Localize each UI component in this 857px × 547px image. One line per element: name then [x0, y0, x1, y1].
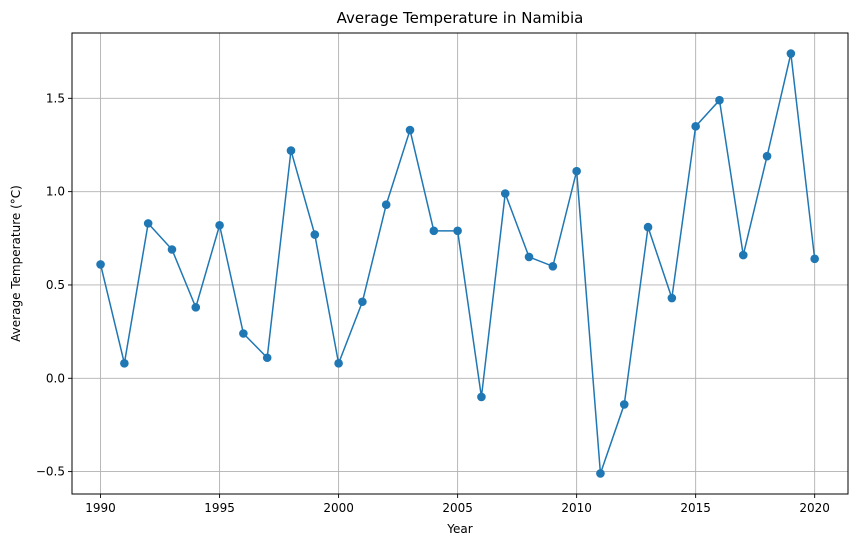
y-axis-label: Average Temperature (°C)	[9, 185, 23, 342]
data-point	[429, 226, 439, 236]
data-point	[762, 151, 772, 161]
y-tick-label: 1.0	[46, 185, 65, 199]
grid	[72, 33, 848, 494]
data-point	[334, 359, 343, 368]
data-point	[619, 400, 629, 409]
x-tick-label: 1990	[85, 501, 116, 515]
x-tick-label: 2020	[799, 501, 830, 515]
data-point	[405, 125, 415, 135]
data-point	[381, 200, 391, 210]
data-point	[643, 222, 653, 232]
data-point	[715, 95, 724, 105]
data-point	[786, 49, 796, 58]
data-point	[524, 252, 534, 262]
data-point	[500, 189, 510, 198]
data-point	[810, 254, 819, 264]
x-tick-label: 2015	[680, 501, 711, 515]
x-tick-label: 2005	[442, 501, 473, 515]
data-point	[691, 122, 700, 131]
x-tick-label: 2010	[561, 501, 592, 515]
data-point	[310, 230, 320, 239]
data-point	[120, 359, 129, 368]
data-point	[548, 261, 558, 271]
ticks: 1990 1995 2000 2005 2010 2015 2020 −0.5 0.0 0.5 1.…	[36, 91, 830, 515]
y-tick-label: 0.0	[46, 371, 65, 385]
data-point	[596, 469, 605, 478]
plot-frame	[71, 32, 849, 495]
data-point	[167, 245, 177, 254]
chart-title: Average Temperature in Namibia	[337, 9, 584, 27]
data-point	[667, 293, 677, 303]
data-point	[477, 392, 486, 402]
data-point	[143, 219, 153, 228]
data-point	[738, 250, 748, 260]
data-point	[572, 166, 581, 176]
data-point	[453, 226, 462, 236]
y-tick-label: 1.5	[46, 91, 65, 105]
data-point	[286, 146, 296, 155]
data-point	[215, 220, 224, 230]
data-point	[262, 353, 272, 363]
data-point	[96, 260, 105, 269]
y-tick-label: −0.5	[36, 465, 65, 479]
y-tick-label: 0.5	[46, 278, 65, 292]
x-axis-label: Year	[446, 522, 472, 536]
data-point	[358, 297, 367, 307]
x-tick-label: 1995	[204, 501, 235, 515]
data-point	[239, 329, 248, 338]
series-temperature	[96, 49, 819, 478]
data-point	[191, 303, 201, 312]
x-tick-label: 2000	[323, 501, 354, 515]
